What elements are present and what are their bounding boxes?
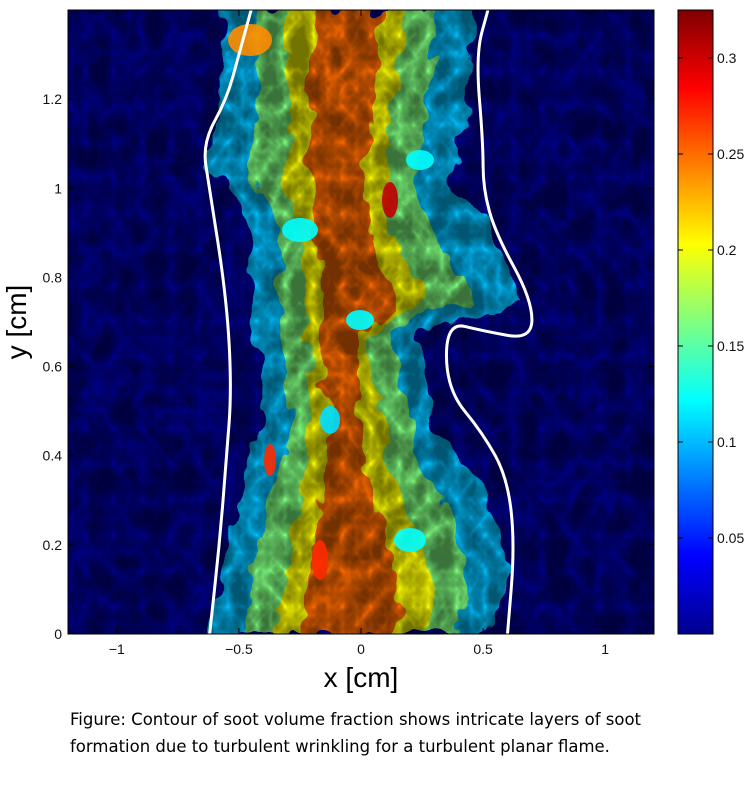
colorbar-tick-label: 0.3 xyxy=(717,50,737,66)
x-tick-label: 1 xyxy=(601,641,609,657)
x-tick-label: 0 xyxy=(357,641,365,657)
x-axis-ticks: −1 −0.5 0 0.5 1 xyxy=(109,10,609,657)
y-tick-label: 1 xyxy=(54,180,62,196)
y-tick-label: 0.6 xyxy=(43,359,63,375)
colorbar-tick-label: 0.2 xyxy=(717,242,737,258)
colorbar-ticks: 0.05 0.1 0.15 0.2 0.25 0.3 xyxy=(678,50,744,546)
flame-contour xyxy=(203,10,534,634)
caption-line-2: formation due to turbulent wrinkling for… xyxy=(70,737,610,756)
colorbar-tick-label: 0.05 xyxy=(717,530,744,546)
y-tick-label: 0.2 xyxy=(43,537,63,553)
colorbar-tick-label: 0.1 xyxy=(717,434,737,450)
y-tick-label: 0 xyxy=(54,626,62,642)
y-tick-label: 1.2 xyxy=(43,91,63,107)
colorbar-tick-label: 0.15 xyxy=(717,338,744,354)
colorbar-tick-label: 0.25 xyxy=(717,146,744,162)
y-tick-label: 0.4 xyxy=(43,448,63,464)
flame-contour-right xyxy=(444,10,534,634)
y-tick-label: 0.8 xyxy=(43,269,63,285)
soot-contour-figure: −1 −0.5 0 0.5 1 0 0.2 0.4 0.6 0.8 1 1.2 x [cm] y [… xyxy=(1,9,744,693)
x-axis-label: x [cm] xyxy=(324,662,399,693)
y-axis-label: y [cm] xyxy=(1,285,32,360)
flame-contour-left xyxy=(203,10,253,634)
x-tick-label: −0.5 xyxy=(225,641,253,657)
figure-caption: Figure: Contour of soot volume fraction … xyxy=(70,706,730,760)
x-tick-label: 0.5 xyxy=(473,641,493,657)
x-tick-label: −1 xyxy=(109,641,125,657)
colorbar xyxy=(677,9,714,635)
soot-field xyxy=(68,10,654,634)
y-axis-ticks: 0 0.2 0.4 0.6 0.8 1 1.2 xyxy=(43,91,654,642)
caption-line-1: Figure: Contour of soot volume fraction … xyxy=(70,710,642,729)
